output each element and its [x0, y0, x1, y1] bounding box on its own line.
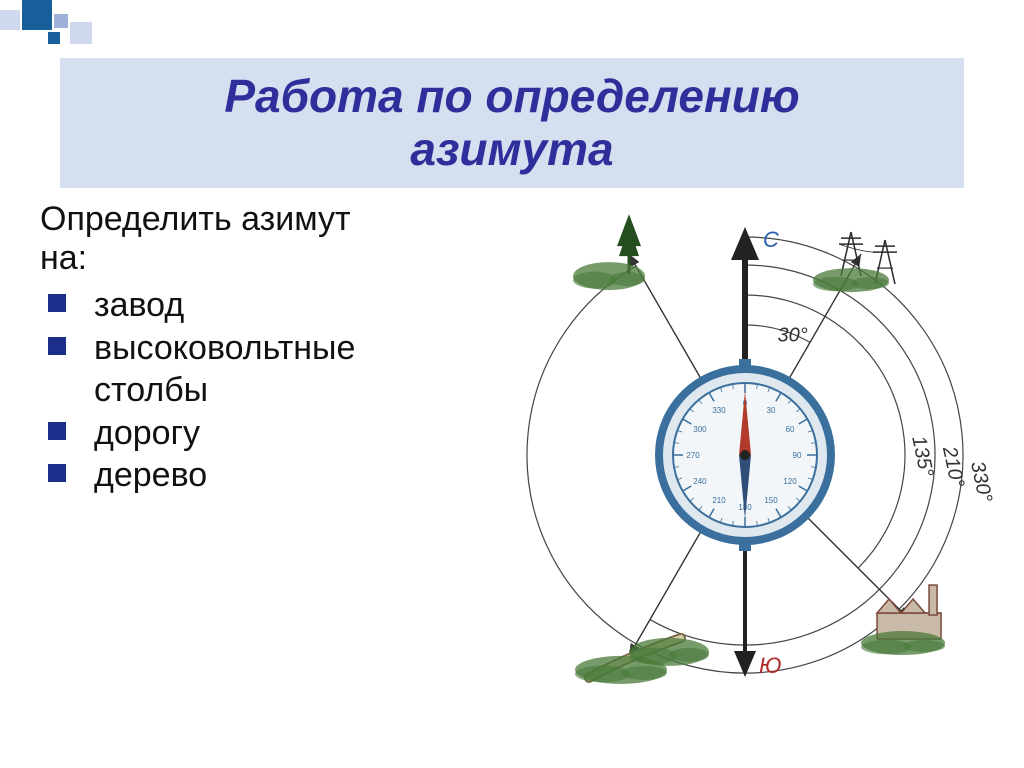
compass-lug-bottom — [739, 539, 751, 551]
bullet-item: высоковольтные — [40, 327, 480, 370]
dial-number: 60 — [786, 425, 795, 434]
bullet-item: дерево — [40, 454, 480, 497]
factory-icon — [877, 585, 941, 639]
dial-number: 270 — [686, 451, 700, 460]
dial-number: 330 — [712, 406, 726, 415]
north-arrow-head — [731, 227, 759, 260]
deco-square — [70, 22, 92, 44]
south-label: Ю — [759, 653, 782, 678]
angle-label: 330° — [966, 459, 996, 504]
bullet-list: заводвысоковольтныестолбыдорогудерево — [40, 284, 480, 497]
dial-number: 120 — [783, 477, 797, 486]
intro-text: Определить азимут на: — [40, 200, 480, 278]
vegetation-icon — [575, 656, 667, 684]
deco-square — [22, 0, 52, 30]
vegetation-icon — [861, 631, 945, 655]
angle-label: 135° — [907, 434, 937, 479]
angle-label: 30° — [778, 325, 808, 347]
bullet-item: завод — [40, 284, 480, 327]
dial-number: 300 — [693, 425, 707, 434]
dial-number: 90 — [793, 451, 802, 460]
north-label: С — [763, 227, 779, 252]
compass-lug-top — [739, 359, 751, 371]
dial-number: 30 — [767, 406, 776, 415]
title-line-2: азимута — [410, 123, 613, 175]
intro-line-1: Определить азимут — [40, 200, 351, 238]
compass-pivot — [740, 450, 750, 460]
vegetation-icon — [573, 262, 645, 290]
bullet-item: дорогу — [40, 412, 480, 455]
intro-line-2: на: — [40, 239, 87, 277]
bullet-item: столбы — [40, 369, 480, 412]
title-line-1: Работа по определению — [224, 70, 799, 122]
dial-number: 240 — [693, 477, 707, 486]
vegetation-icon — [813, 268, 889, 292]
dial-number: 210 — [712, 496, 726, 505]
body-text-block: Определить азимут на: заводвысоковольтны… — [40, 200, 480, 497]
deco-square — [54, 14, 68, 28]
azimuth-diagram: СЮ30°135°210°330°03060901201501802102402… — [495, 210, 1000, 690]
slide-title: Работа по определению азимута — [224, 70, 799, 176]
diagram-svg: СЮ30°135°210°330°03060901201501802102402… — [495, 210, 1000, 690]
deco-square — [48, 32, 60, 44]
corner-decoration — [0, 0, 200, 60]
dial-number: 150 — [764, 496, 778, 505]
deco-square — [0, 10, 20, 30]
title-band: Работа по определению азимута — [60, 58, 964, 188]
